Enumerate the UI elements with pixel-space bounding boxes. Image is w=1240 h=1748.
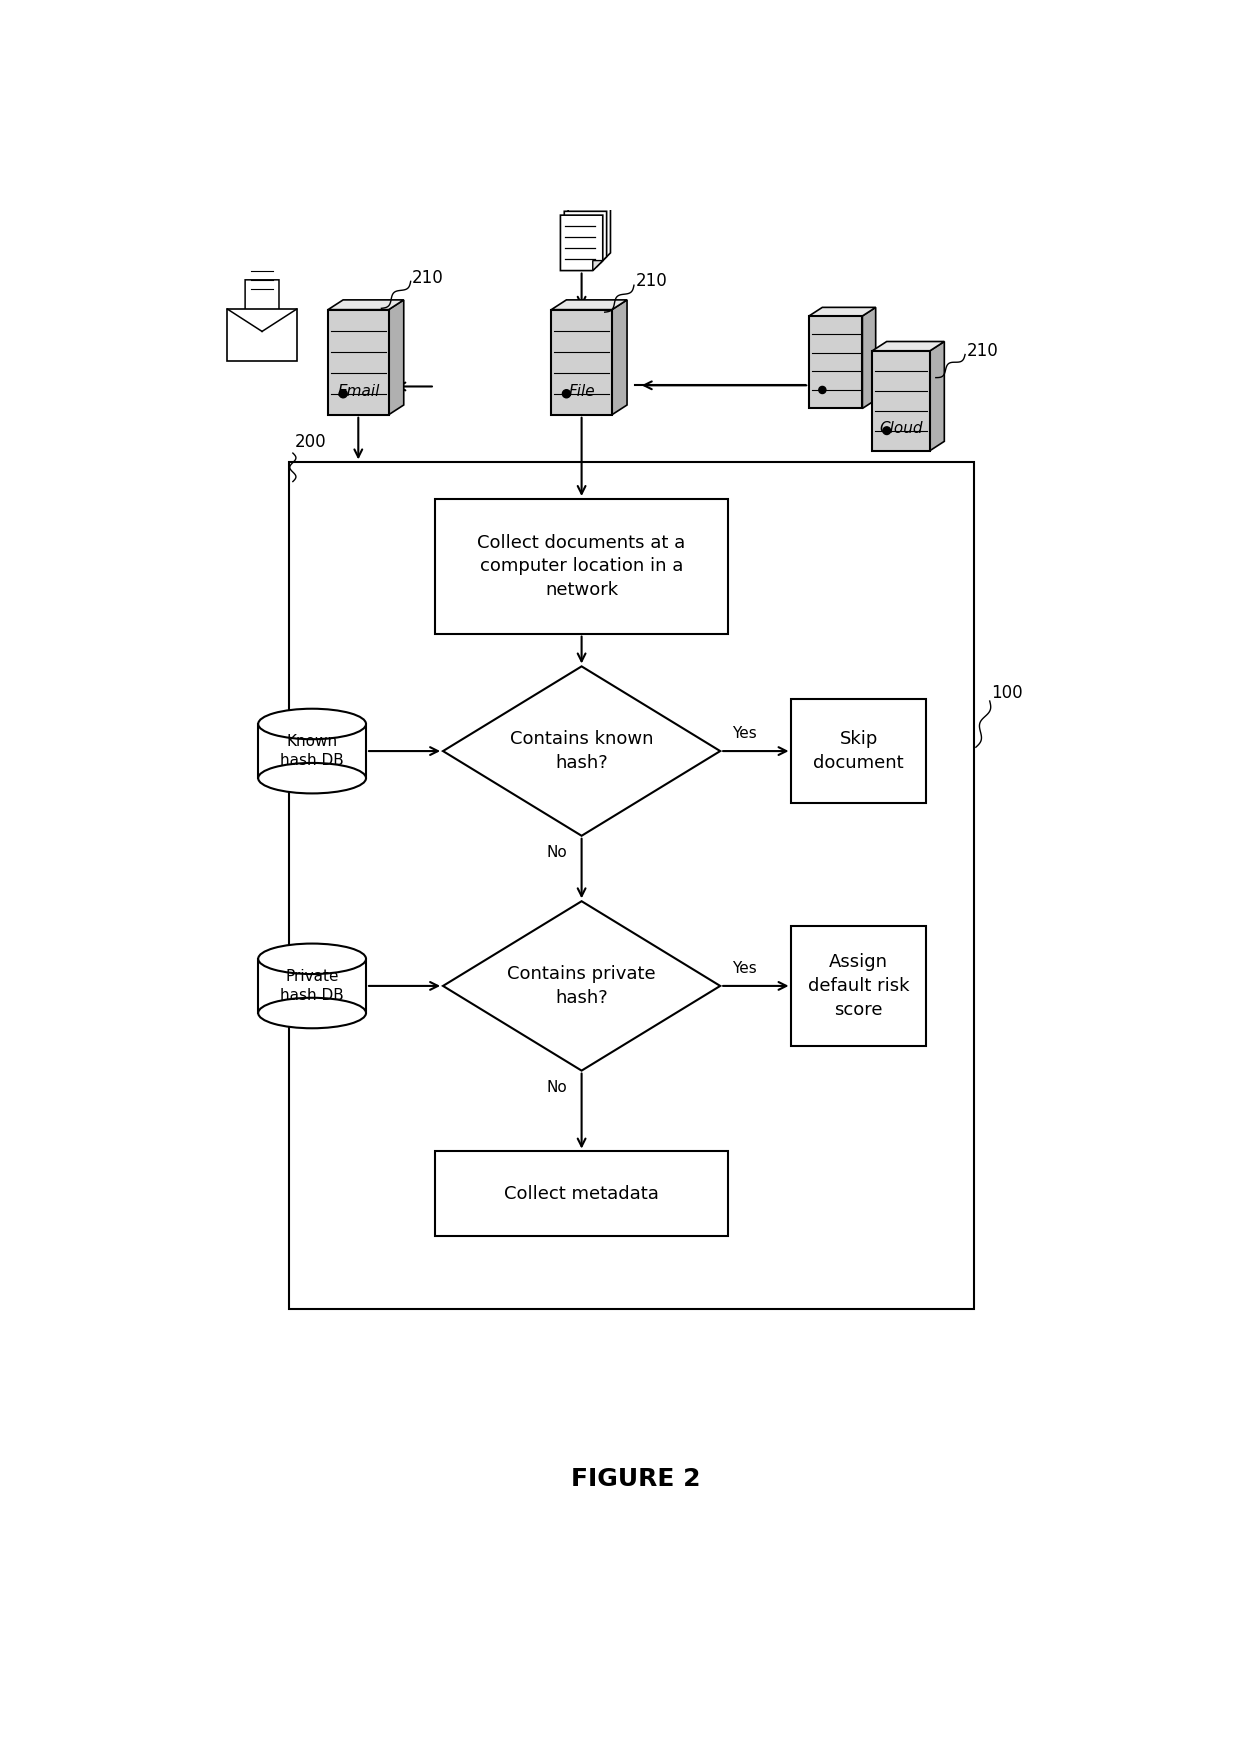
Polygon shape xyxy=(388,301,404,414)
FancyBboxPatch shape xyxy=(791,699,926,802)
Ellipse shape xyxy=(258,762,366,794)
Text: File: File xyxy=(568,385,595,399)
Polygon shape xyxy=(443,902,720,1070)
Bar xyxy=(258,960,366,1014)
Bar xyxy=(258,724,366,778)
Polygon shape xyxy=(611,301,627,414)
Polygon shape xyxy=(552,309,611,414)
Polygon shape xyxy=(873,341,945,351)
Text: 100: 100 xyxy=(991,683,1023,703)
FancyBboxPatch shape xyxy=(289,461,975,1309)
FancyBboxPatch shape xyxy=(435,498,728,633)
Text: Collect metadata: Collect metadata xyxy=(505,1185,658,1203)
Polygon shape xyxy=(560,215,603,271)
Circle shape xyxy=(883,427,890,435)
Polygon shape xyxy=(568,208,610,262)
Ellipse shape xyxy=(258,944,366,974)
Ellipse shape xyxy=(258,998,366,1028)
Text: Assign
default risk
score: Assign default risk score xyxy=(808,953,910,1019)
Text: Private
hash DB: Private hash DB xyxy=(280,968,343,1003)
Text: No: No xyxy=(547,844,568,860)
Text: Yes: Yes xyxy=(732,725,756,741)
Text: FIGURE 2: FIGURE 2 xyxy=(570,1467,701,1491)
Text: Email: Email xyxy=(337,385,379,399)
Text: Cloud: Cloud xyxy=(879,421,923,435)
FancyBboxPatch shape xyxy=(791,926,926,1045)
Text: 210: 210 xyxy=(967,341,998,360)
Polygon shape xyxy=(329,301,404,309)
Polygon shape xyxy=(246,280,279,313)
Circle shape xyxy=(339,390,347,399)
Text: Known
hash DB: Known hash DB xyxy=(280,734,343,767)
Ellipse shape xyxy=(258,708,366,739)
Polygon shape xyxy=(443,666,720,836)
Text: Yes: Yes xyxy=(732,961,756,975)
Polygon shape xyxy=(329,309,388,414)
FancyBboxPatch shape xyxy=(435,1152,728,1236)
Circle shape xyxy=(818,386,826,393)
Text: Contains private
hash?: Contains private hash? xyxy=(507,965,656,1007)
Text: Skip
document: Skip document xyxy=(813,731,904,773)
Polygon shape xyxy=(593,260,603,271)
Polygon shape xyxy=(873,351,930,451)
Text: Contains known
hash?: Contains known hash? xyxy=(510,731,653,773)
Text: 200: 200 xyxy=(295,434,327,451)
Text: No: No xyxy=(547,1080,568,1094)
Polygon shape xyxy=(862,308,875,409)
FancyBboxPatch shape xyxy=(227,309,296,362)
Polygon shape xyxy=(808,316,862,409)
Polygon shape xyxy=(564,212,606,267)
Polygon shape xyxy=(552,301,627,309)
Polygon shape xyxy=(808,308,875,316)
Polygon shape xyxy=(930,341,945,451)
Text: Collect documents at a
computer location in a
network: Collect documents at a computer location… xyxy=(477,533,686,600)
Circle shape xyxy=(563,390,570,399)
Text: 210: 210 xyxy=(412,269,444,287)
Text: 210: 210 xyxy=(635,273,667,290)
